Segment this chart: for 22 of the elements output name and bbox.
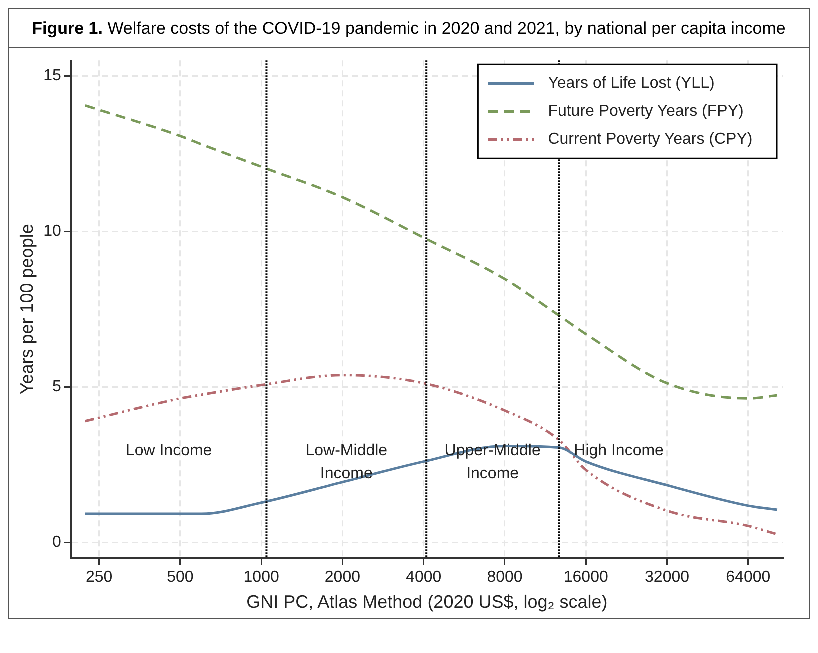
annotation: High Income [574, 442, 664, 460]
x-tick-label: 250 [86, 569, 113, 586]
x-tick-label: 16000 [564, 569, 608, 586]
y-tick-label: 5 [52, 378, 62, 396]
x-tick-label: 2000 [324, 569, 361, 586]
annotation: Low-Middle Income [306, 442, 388, 483]
x-tick-label: 64000 [726, 569, 771, 586]
x-tick-label: 1000 [244, 569, 280, 586]
annotation: Low Income [126, 442, 212, 460]
y-axis-title: Years per 100 people [16, 224, 37, 395]
x-tick-label: 500 [167, 569, 194, 586]
y-tick-label: 15 [44, 68, 62, 85]
legend-label: Years of Life Lost (YLL) [548, 75, 715, 92]
legend-label: Current Poverty Years (CPY) [548, 131, 753, 148]
y-tick-label: 10 [44, 223, 62, 240]
y-tick-label: 0 [52, 534, 62, 552]
x-tick-label: 32000 [645, 569, 690, 586]
x-axis-title: GNI PC, Atlas Method (2020 US$, log₂ scale) [246, 592, 608, 612]
chart-title: Figure 1. Welfare costs of the COVID-19 pandemic in 2020 and 2021, by national per capita income [9, 9, 809, 48]
x-tick-label: 4000 [406, 569, 442, 586]
legend-label: Future Poverty Years (FPY) [548, 103, 744, 120]
x-tick-label: 8000 [487, 569, 523, 586]
